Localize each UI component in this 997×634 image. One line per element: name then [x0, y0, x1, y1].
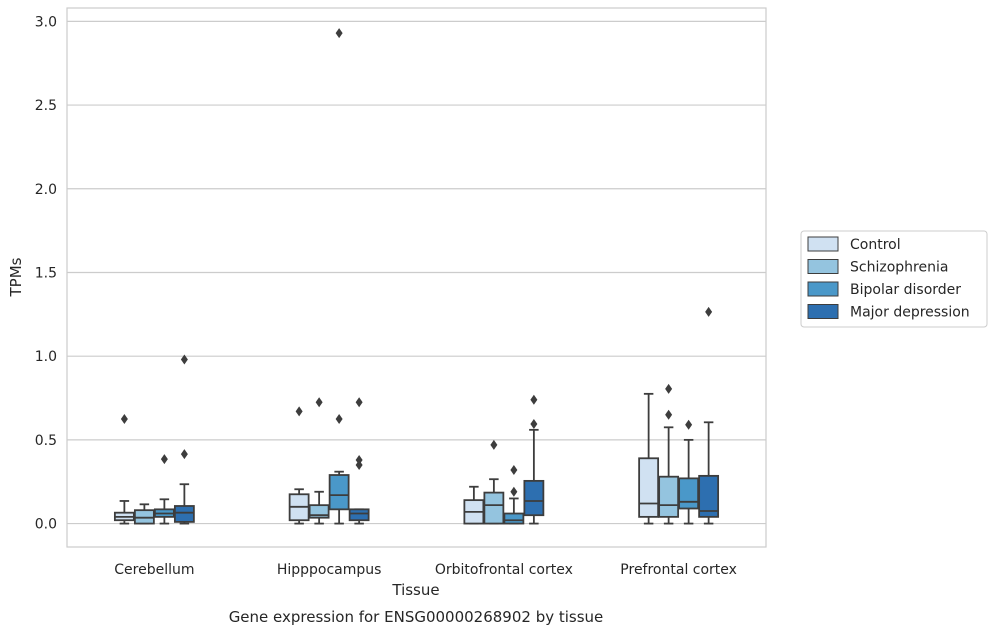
box-control: [288, 406, 310, 525]
box-schizophrenia: [658, 383, 680, 525]
box-major-depression: [348, 397, 370, 525]
plot-frame: [66, 7, 767, 548]
legend-swatch: [807, 281, 839, 297]
box-iqr: [503, 512, 525, 525]
box-groups: [113, 28, 720, 525]
legend-label: Bipolar disorder: [850, 282, 961, 298]
box-schizophrenia: [308, 397, 330, 525]
x-tick-label: Orbitofrontal cortex: [435, 562, 573, 578]
outlier-point: [510, 465, 518, 475]
outlier-point: [160, 454, 168, 465]
y-tick-labels: 0.0 0.5 1.0 1.5 2.0 2.5 3.0: [35, 14, 57, 532]
box-control: [638, 392, 660, 525]
box-major-depression: [173, 354, 195, 525]
x-axis-title: Tissue: [391, 581, 439, 599]
outlier-point: [665, 383, 673, 394]
outlier-point: [335, 413, 343, 424]
box-major-depression: [698, 306, 720, 525]
y-tick-label: 2.0: [35, 182, 57, 198]
outlier-point: [180, 354, 188, 365]
outlier-point: [490, 439, 498, 450]
legend-label: Control: [850, 237, 901, 253]
legend-swatch: [807, 259, 839, 274]
box-schizophrenia: [483, 439, 505, 525]
outlier-point: [705, 306, 713, 317]
box-control: [463, 485, 485, 525]
legend-label: Major depression: [850, 305, 970, 321]
outlier-point: [355, 459, 363, 470]
y-tick-label: 1.5: [35, 265, 57, 281]
box-bipolar-disorder: [678, 419, 700, 525]
legend-frame: [800, 230, 988, 328]
box-bipolar-disorder: [328, 28, 350, 525]
outlier-point: [180, 449, 188, 460]
y-axis-title: TPMs: [7, 257, 25, 297]
outlier-point: [530, 394, 538, 405]
box-iqr: [328, 474, 350, 511]
outlier-point: [685, 419, 693, 430]
box-iqr: [678, 477, 700, 510]
box-iqr: [658, 475, 680, 518]
box-iqr: [698, 474, 720, 518]
y-tick-label: 0.0: [35, 517, 57, 533]
x-tick-label: Hipppocampus: [277, 562, 382, 578]
box-iqr: [523, 479, 545, 517]
outlier-point: [355, 397, 363, 408]
box-schizophrenia: [133, 503, 155, 525]
chart-title: Gene expression for ENSG00000268902 by t…: [229, 608, 604, 626]
box-iqr: [173, 505, 195, 523]
plot-background: [67, 8, 766, 547]
box-bipolar-disorder: [503, 465, 525, 525]
box-iqr: [638, 457, 660, 518]
outlier-point: [335, 28, 343, 39]
legend-swatch: [807, 236, 839, 252]
box-iqr: [348, 508, 370, 522]
x-tick-label: Prefrontal cortex: [620, 562, 737, 578]
outlier-point: [295, 406, 303, 417]
outlier-point: [120, 413, 128, 424]
outlier-point: [315, 397, 323, 408]
outlier-point: [355, 454, 363, 465]
y-tick-label: 3.0: [35, 14, 57, 30]
box-bipolar-disorder: [153, 454, 175, 525]
outlier-point: [510, 486, 518, 497]
x-tick-label: Cerebellum: [114, 562, 194, 578]
x-tick-labels: Cerebellum Hipppocampus Orbitofrontal cort…: [114, 562, 737, 578]
box-iqr: [483, 491, 505, 525]
y-tick-label: 2.5: [35, 98, 57, 114]
legend-swatch: [807, 304, 839, 319]
box-major-depression: [523, 394, 545, 525]
box-control: [113, 413, 135, 525]
y-tick-label: 0.5: [35, 433, 57, 449]
legend-label: Schizophrenia: [850, 260, 948, 276]
outlier-point: [530, 418, 538, 429]
legend: Control Schizophrenia Bipolar disorder Majo…: [800, 230, 988, 328]
y-tick-label: 1.0: [35, 349, 57, 365]
outlier-point: [665, 409, 673, 420]
